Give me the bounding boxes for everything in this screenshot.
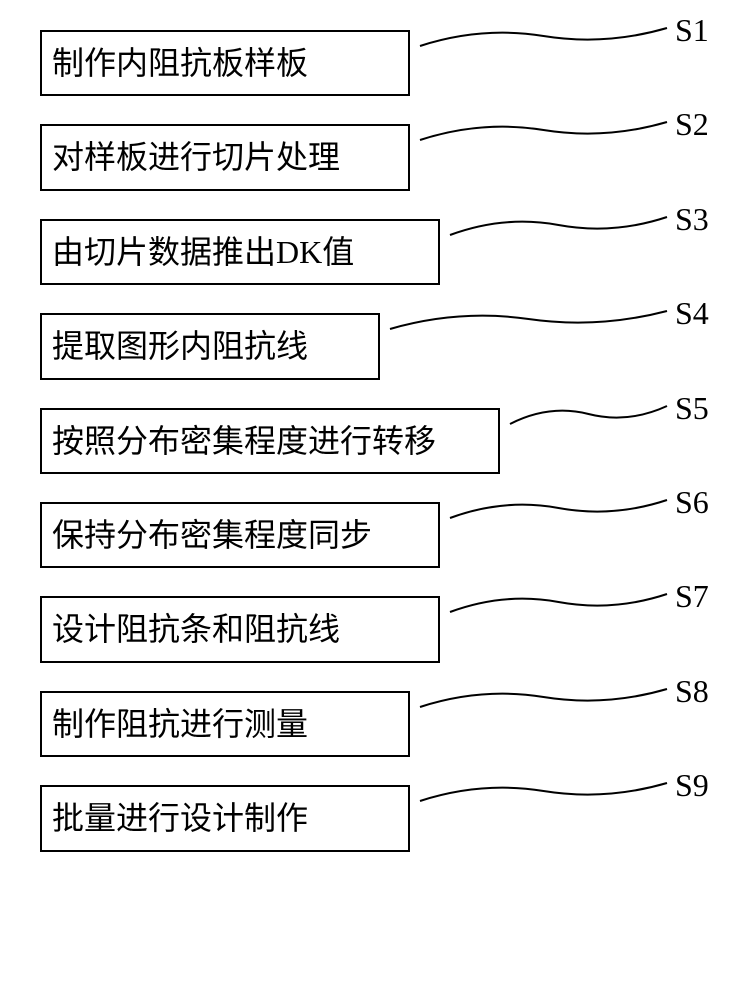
- step-box-s2: 对样板进行切片处理: [40, 124, 410, 190]
- flowchart-container: 制作内阻抗板样板S1对样板进行切片处理S2由切片数据推出DK值S3提取图形内阻抗…: [40, 30, 745, 852]
- step-box-s9: 批量进行设计制作: [40, 785, 410, 851]
- step-row-s6: 保持分布密集程度同步S6: [40, 502, 745, 568]
- step-row-s1: 制作内阻抗板样板S1: [40, 30, 745, 96]
- connector-s7: [450, 582, 687, 622]
- step-box-s8: 制作阻抗进行测量: [40, 691, 410, 757]
- step-label-s5: S5: [675, 390, 709, 427]
- step-box-s5: 按照分布密集程度进行转移: [40, 408, 500, 474]
- step-row-s9: 批量进行设计制作S9: [40, 785, 745, 851]
- connector-s3: [450, 205, 687, 245]
- step-row-s5: 按照分布密集程度进行转移S5: [40, 408, 745, 474]
- connector-s6: [450, 488, 687, 528]
- step-label-s2: S2: [675, 106, 709, 143]
- step-box-s6: 保持分布密集程度同步: [40, 502, 440, 568]
- step-row-s4: 提取图形内阻抗线S4: [40, 313, 745, 379]
- step-box-s3: 由切片数据推出DK值: [40, 219, 440, 285]
- connector-s4: [390, 299, 687, 339]
- step-row-s3: 由切片数据推出DK值S3: [40, 219, 745, 285]
- step-label-s3: S3: [675, 201, 709, 238]
- step-label-s8: S8: [675, 673, 709, 710]
- connector-s8: [420, 677, 687, 717]
- step-box-s1: 制作内阻抗板样板: [40, 30, 410, 96]
- connector-s9: [420, 771, 687, 811]
- step-label-s7: S7: [675, 578, 709, 615]
- step-box-s4: 提取图形内阻抗线: [40, 313, 380, 379]
- connector-s2: [420, 110, 687, 150]
- step-label-s4: S4: [675, 295, 709, 332]
- step-label-s9: S9: [675, 767, 709, 804]
- connector-s1: [420, 16, 687, 56]
- step-label-s6: S6: [675, 484, 709, 521]
- step-row-s8: 制作阻抗进行测量S8: [40, 691, 745, 757]
- connector-s5: [510, 394, 687, 434]
- step-label-s1: S1: [675, 12, 709, 49]
- step-box-s7: 设计阻抗条和阻抗线: [40, 596, 440, 662]
- step-row-s2: 对样板进行切片处理S2: [40, 124, 745, 190]
- step-row-s7: 设计阻抗条和阻抗线S7: [40, 596, 745, 662]
